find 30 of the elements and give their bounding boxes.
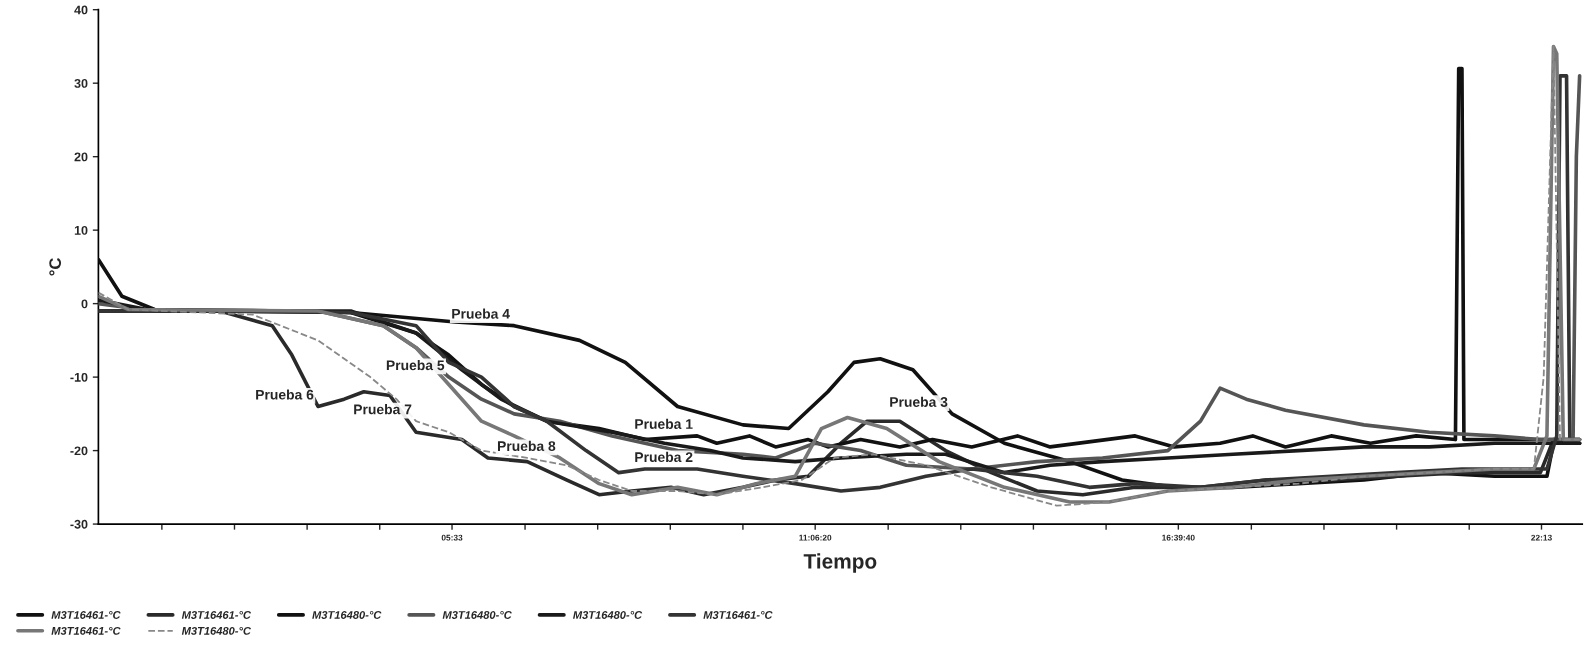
y-tick-label: 30	[74, 78, 88, 88]
y-tick-label: 10	[74, 225, 88, 235]
legend-label: M3T16461-°C	[51, 626, 121, 635]
x-axis-title: Tiempo	[803, 553, 877, 573]
x-tick-label: 16:39:40	[1162, 534, 1195, 541]
annotation: Prueba 1	[635, 418, 693, 429]
annotation: Prueba 6	[256, 389, 314, 400]
y-axis-title: °C	[49, 257, 62, 276]
annotation: Prueba 3	[890, 396, 948, 407]
annotation: Prueba 4	[452, 308, 510, 319]
legend-label: M3T16480-°C	[573, 611, 643, 619]
annotation: Prueba 7	[354, 404, 412, 415]
y-tick-label: 40	[74, 5, 88, 15]
x-tick-label: 05:33	[441, 534, 463, 541]
y-tick-label: -20	[70, 446, 88, 456]
x-tick-label: 11:06:20	[799, 534, 832, 541]
annotation: Prueba 2	[635, 451, 693, 463]
legend-label: M3T16461-°C	[703, 611, 773, 619]
annotation: Prueba 5	[386, 359, 445, 371]
y-tick-label: -10	[70, 372, 88, 382]
x-tick-label: 22:13	[1531, 534, 1552, 541]
legend-label: M3T16480-°C	[181, 626, 252, 635]
y-tick-label: -30	[70, 519, 88, 529]
legend-label: M3T16480-°C	[312, 611, 382, 619]
legend-label: M3T16480-°C	[442, 611, 512, 619]
y-tick-label: 20	[74, 152, 88, 162]
legend-label: M3T16461-°C	[181, 611, 252, 619]
legend-label: M3T16461-°C	[51, 611, 121, 619]
annotation: Prueba 8	[497, 440, 556, 452]
y-tick-label: 0	[81, 299, 88, 309]
